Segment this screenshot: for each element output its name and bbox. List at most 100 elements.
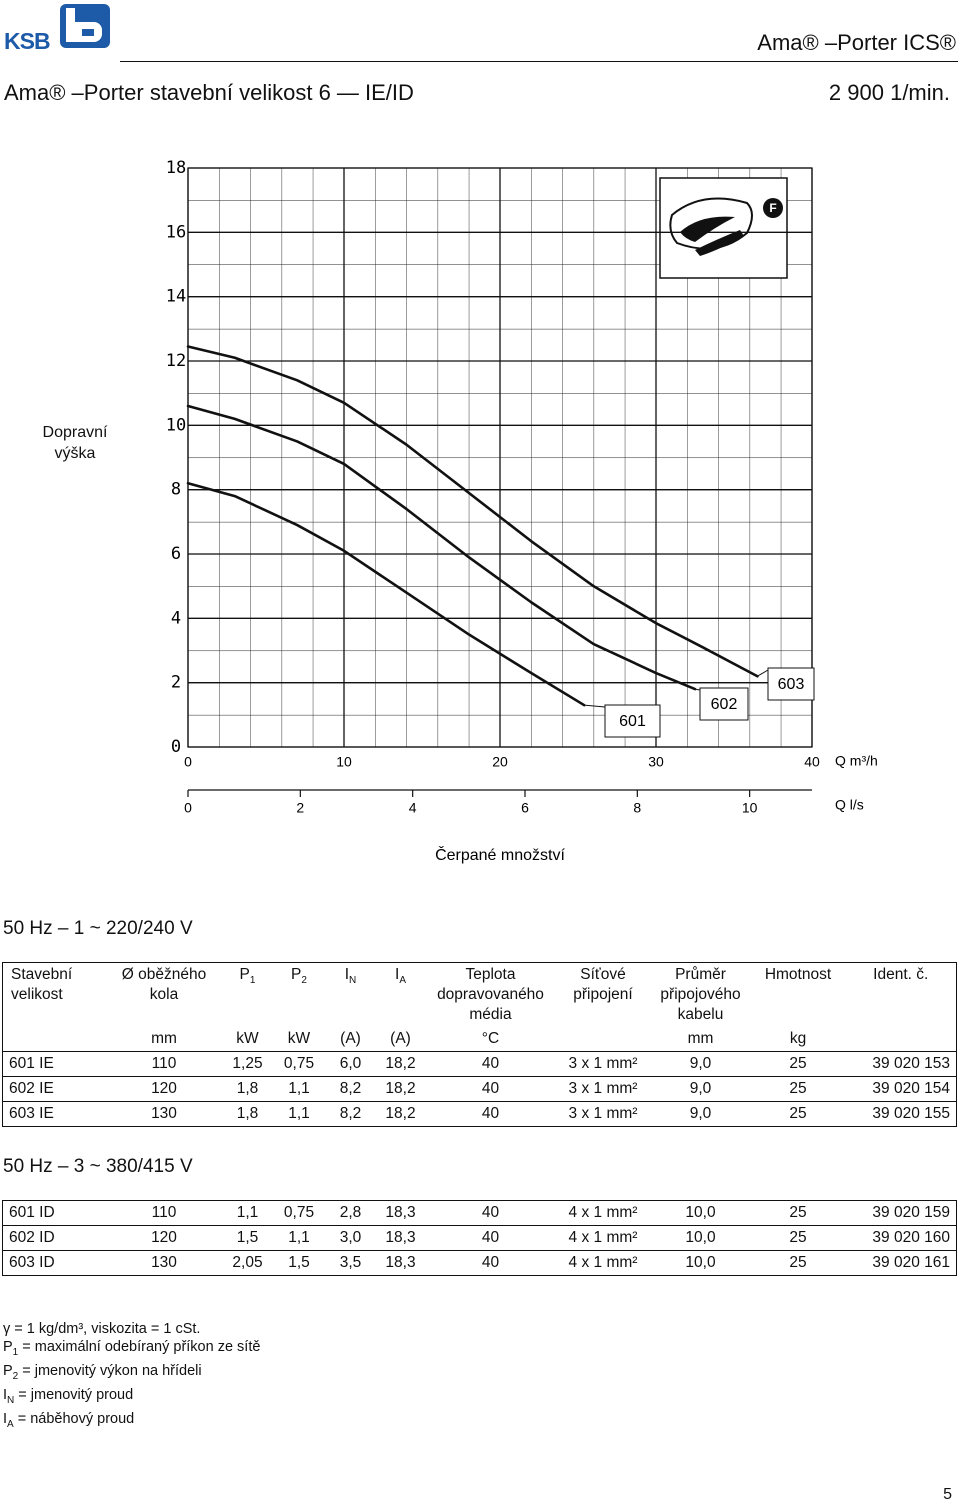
table-cell: 130 xyxy=(105,1250,223,1276)
table-cell: 4 x 1 mm² xyxy=(555,1200,651,1226)
header-text: Průměr připojového kabelu xyxy=(660,966,741,1023)
table-cell: 0,75 xyxy=(272,1051,326,1077)
table-cell: 39 020 159 xyxy=(845,1200,957,1226)
table-cell: 1,5 xyxy=(272,1250,326,1276)
x-tick-label: 0 xyxy=(184,754,192,770)
table-cell: 10,0 xyxy=(650,1250,751,1276)
header-label: Ø oběžného kola xyxy=(106,965,223,1005)
header-text: Teplota dopravovaného média xyxy=(437,966,544,1023)
y-tick-label: 16 xyxy=(166,222,186,242)
table-cell: 40 xyxy=(425,1076,556,1102)
header-label: P2 xyxy=(273,965,326,991)
table-cell: 602 IE xyxy=(2,1076,106,1102)
header-label: Teplota dopravovaného média xyxy=(426,965,556,1025)
table-row: 601 ID 110 1,1 0,75 2,8 18,3 40 4 x 1 mm² 10,0 25… xyxy=(2,1200,957,1226)
x2-axis-label: Q l/s xyxy=(835,797,864,813)
curve xyxy=(186,345,759,678)
header-cell: IA (A) xyxy=(375,962,426,1052)
header-unit: mm xyxy=(151,1030,177,1047)
x2-tick-label: 6 xyxy=(521,800,529,816)
header-cell: P2 kW xyxy=(272,962,326,1052)
table-cell: 603 ID xyxy=(2,1250,106,1276)
table-cell: 39 020 155 xyxy=(845,1101,957,1127)
table-cell: 39 020 161 xyxy=(845,1250,957,1276)
header-label: Průměr připojového kabelu xyxy=(651,965,751,1025)
table-cell: 39 020 153 xyxy=(845,1051,957,1077)
header-unit: mm xyxy=(687,1030,714,1047)
table-cell: 25 xyxy=(750,1076,846,1102)
inset: F xyxy=(659,177,788,279)
table-cell: 130 xyxy=(105,1101,223,1127)
footnote-text: = jmenovitý proud xyxy=(18,1386,134,1403)
footnotes: γ = 1 kg/dm³, viskozita = 1 cSt. P1 = max… xyxy=(3,1320,260,1434)
table-cell: 1,1 xyxy=(272,1076,326,1102)
x-axis-title: Čerpané množství xyxy=(435,845,565,864)
header-label: P1 xyxy=(223,965,273,991)
table-row: 603 ID 130 2,05 1,5 3,5 18,3 40 4 x 1 mm² 10,0 25… xyxy=(2,1250,957,1276)
table-cell: 110 xyxy=(105,1200,223,1226)
header-sub: A xyxy=(399,975,406,987)
x-tick-label: 10 xyxy=(336,754,352,770)
header-cell: Hmotnost kg xyxy=(750,962,846,1052)
header-sub: 2 xyxy=(301,975,307,987)
table-cell: 120 xyxy=(105,1225,223,1251)
header-cell: P1 kW xyxy=(222,962,273,1052)
spec-table: 601 ID 110 1,1 0,75 2,8 18,3 40 4 x 1 mm² 10,0 25… xyxy=(2,1200,957,1276)
table-row: 601 IE 110 1,25 0,75 6,0 18,2 40 3 x 1 mm² 9,0 25… xyxy=(2,1051,957,1077)
inset-label: F xyxy=(769,201,776,215)
footnote-text: γ = 1 kg/dm³, viskozita = 1 cSt. xyxy=(3,1321,201,1337)
table-cell: 602 ID xyxy=(2,1225,106,1251)
table-cell: 9,0 xyxy=(650,1101,751,1127)
table-cell: 40 xyxy=(425,1051,556,1077)
table-cell: 39 020 160 xyxy=(845,1225,957,1251)
header-text: Síťové připojení xyxy=(573,966,633,1003)
footnote-symbol: P xyxy=(3,1339,13,1355)
table-cell: 18,2 xyxy=(375,1101,426,1127)
table-cell: 18,3 xyxy=(375,1225,426,1251)
table-row: 603 IE 130 1,8 1,1 8,2 18,2 40 3 x 1 mm² 9,0 25 39… xyxy=(2,1101,957,1127)
header-unit: kW xyxy=(236,1030,259,1047)
header-cell: Ø oběžného kola mm xyxy=(105,962,223,1052)
x2-tick-label: 2 xyxy=(296,800,304,816)
table-cell: 4 x 1 mm² xyxy=(555,1250,651,1276)
table-cell: 9,0 xyxy=(650,1076,751,1102)
section-heading: 50 Hz – 3 ~ 380/415 V xyxy=(3,1156,193,1177)
table-cell: 40 xyxy=(425,1101,556,1127)
table-cell: 2,05 xyxy=(222,1250,273,1276)
header-label: Síťové připojení xyxy=(556,965,651,1005)
table-cell: 18,3 xyxy=(375,1250,426,1276)
footnote-sub: 1 xyxy=(12,1346,19,1358)
table-row: 602 ID 120 1,5 1,1 3,0 18,3 40 4 x 1 mm² 10,0 25 3… xyxy=(2,1225,957,1251)
table-cell: 8,2 xyxy=(325,1076,376,1102)
table-cell: 120 xyxy=(105,1076,223,1102)
y-axis-label: Dopravní výška xyxy=(42,424,108,462)
footnote-text: = náběhový proud xyxy=(17,1410,135,1427)
y-tick-label: 14 xyxy=(166,287,186,307)
table-cell: 25 xyxy=(750,1200,846,1226)
spec-table: Stavební velikost Ø oběžného kola mm P1 kW P2… xyxy=(2,962,957,1127)
table-cell: 18,3 xyxy=(375,1200,426,1226)
table-cell: 603 IE xyxy=(2,1101,106,1127)
curve-label: 603 xyxy=(778,676,805,693)
table-cell: 601 IE xyxy=(2,1051,106,1077)
table-cell: 40 xyxy=(425,1225,556,1251)
page-title: Ama® –Porter stavební velikost 6 — IE/ID xyxy=(4,80,414,105)
leader-line xyxy=(694,688,701,691)
table-cell: 1,8 xyxy=(222,1101,273,1127)
table-cell: 18,2 xyxy=(375,1051,426,1077)
table-cell: 4 x 1 mm² xyxy=(555,1225,651,1251)
curve-label-box xyxy=(767,667,815,701)
footnote: IN = jmenovitý proud xyxy=(3,1386,260,1410)
curve-label: 602 xyxy=(711,696,738,713)
x2-tick-label: 4 xyxy=(409,800,417,816)
table-cell: 3 x 1 mm² xyxy=(555,1051,651,1077)
x-axis-label: Q m³/h xyxy=(835,753,878,769)
y-tick-label: 0 xyxy=(171,737,181,757)
header-row: Stavební velikost Ø oběžného kola mm P1 kW P2… xyxy=(2,962,957,1052)
y-tick-label: 10 xyxy=(166,415,186,435)
table-cell: 39 020 154 xyxy=(845,1076,957,1102)
x2-tick-label: 8 xyxy=(633,800,641,816)
table-cell: 25 xyxy=(750,1225,846,1251)
x-tick-label: 20 xyxy=(492,754,508,770)
